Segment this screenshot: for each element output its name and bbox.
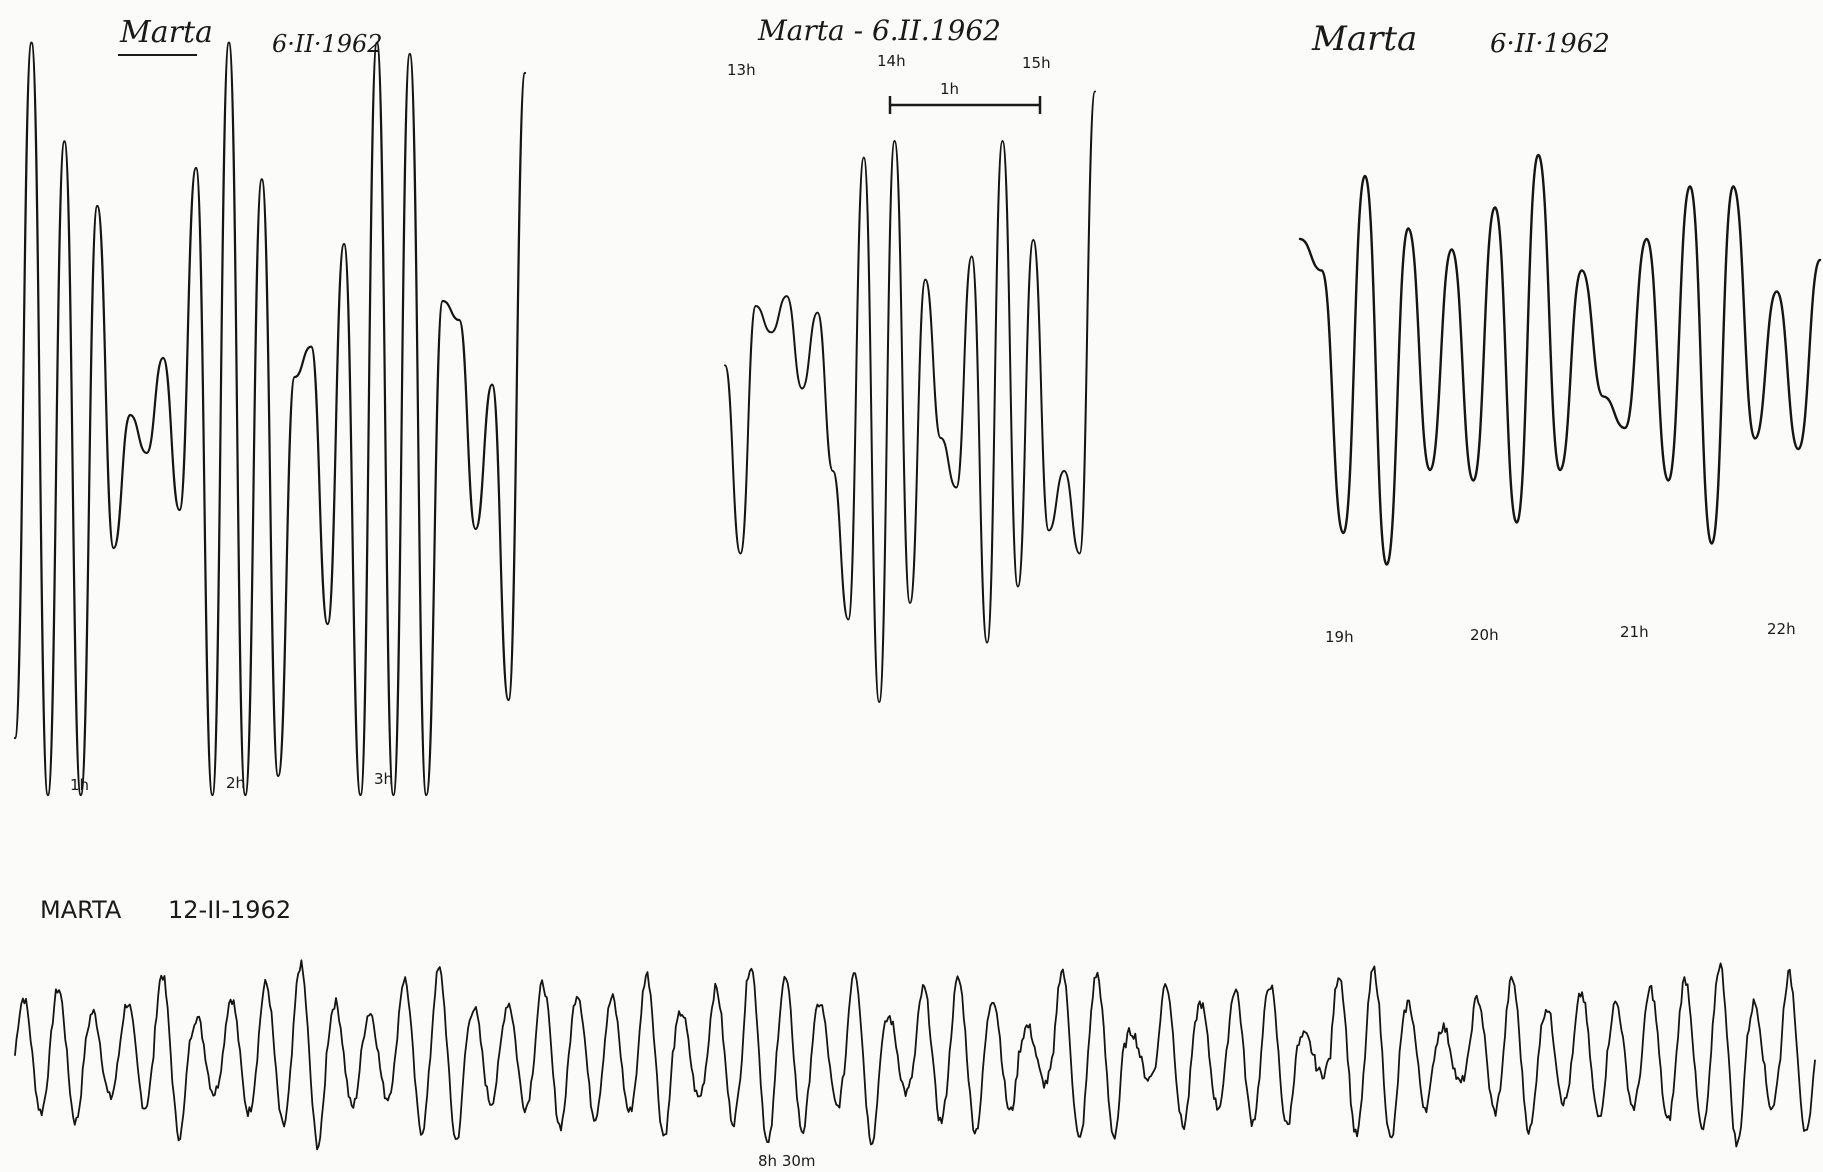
panel-2-tick-label: 14h [877, 52, 906, 70]
panel-4-date: 12-II-1962 [168, 896, 291, 924]
panel-1-date: 6·II·1962 [272, 30, 383, 58]
panel-3-tick-label: 19h [1325, 628, 1354, 646]
panel-2-scale-label: 1h [940, 80, 959, 98]
panel-1: Marta 6·II·1962 1h 2h 3h [13, 15, 527, 797]
panel-3-tick-label: 20h [1470, 626, 1499, 644]
panel-2-trace [724, 90, 1096, 703]
panel-1-tick-label: 1h [70, 776, 89, 794]
panel-2: Marta - 6.II.1962 13h 14h 15h 1h [724, 14, 1096, 703]
panel-4: MARTA 12-II-1962 8h 30m [14, 896, 1816, 1170]
panel-3: Marta 6·II·1962 19h 20h 21h 22h [1298, 19, 1822, 646]
panel-1-tick-label: 2h [226, 774, 245, 792]
panel-1-trace [13, 41, 527, 797]
panel-1-tick-label: 3h [374, 770, 393, 788]
panel-3-tick-label: 22h [1767, 620, 1796, 638]
panel-2-title: Marta - 6.II.1962 [757, 14, 1001, 47]
panel-4-trace [14, 959, 1816, 1151]
panel-4-title: MARTA [40, 896, 122, 924]
panel-3-trace [1298, 153, 1822, 566]
panel-1-title: Marta [119, 15, 213, 50]
panel-2-tick-label: 13h [727, 61, 756, 79]
panel-3-date: 6·II·1962 [1490, 29, 1610, 59]
panel-2-tick-label: 15h [1022, 54, 1051, 72]
panel-3-title: Marta [1311, 19, 1417, 59]
panel-3-tick-label: 21h [1620, 623, 1649, 641]
panel-4-tick-label: 8h 30m [758, 1152, 816, 1170]
